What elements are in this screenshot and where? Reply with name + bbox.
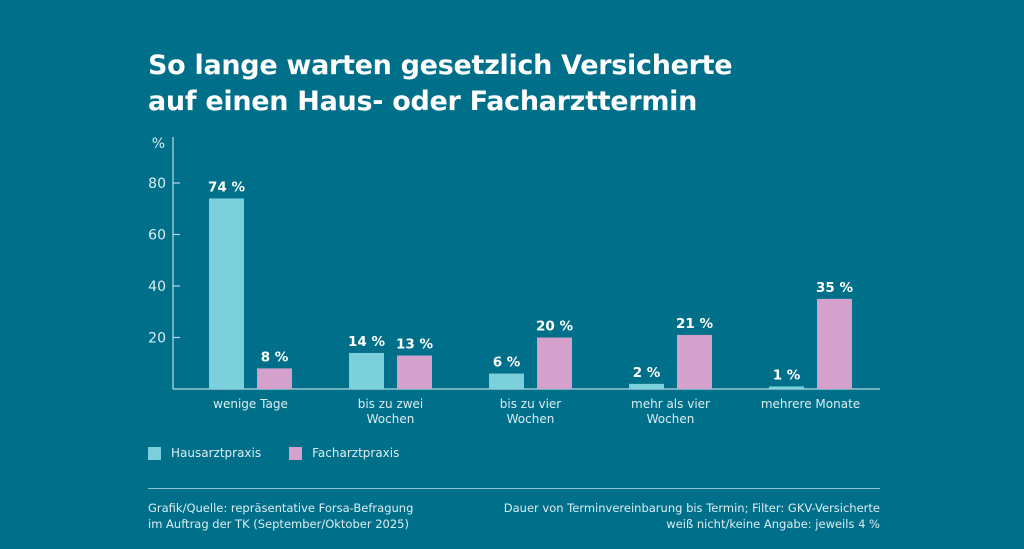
data-label: 8 % xyxy=(261,349,289,365)
bar-hausarztpraxis xyxy=(769,386,804,389)
method-note: Dauer von Terminvereinbarung bis Termin;… xyxy=(504,500,880,532)
category-label: mehr als vier xyxy=(631,397,710,411)
legend: Hausarztpraxis Facharztpraxis xyxy=(148,446,399,460)
legend-item-hausarztpraxis: Hausarztpraxis xyxy=(148,446,261,460)
data-label: 74 % xyxy=(208,179,245,195)
legend-swatch-hausarztpraxis xyxy=(148,446,161,460)
legend-label-facharztpraxis: Facharztpraxis xyxy=(312,446,400,460)
source-line-2: im Auftrag der TK (September/Oktober 202… xyxy=(148,517,409,531)
data-label: 2 % xyxy=(633,365,661,381)
category-label: bis zu zwei xyxy=(358,397,424,411)
data-label: 21 % xyxy=(676,316,713,332)
y-tick-label: 60 xyxy=(148,228,166,244)
data-label: 20 % xyxy=(536,319,573,335)
bar-facharztpraxis xyxy=(817,298,852,389)
category-label: Wochen xyxy=(647,412,695,426)
method-line-1: Dauer von Terminvereinbarung bis Termin;… xyxy=(503,501,880,515)
bar-facharztpraxis xyxy=(537,337,572,389)
data-label: 1 % xyxy=(773,367,801,383)
category-label: wenige Tage xyxy=(213,397,288,411)
bar-hausarztpraxis xyxy=(349,352,384,389)
chart-title: So lange warten gesetzlich Versicherte a… xyxy=(148,48,733,120)
footer-divider xyxy=(148,488,880,489)
y-tick-label: 40 xyxy=(148,279,166,295)
data-label: 14 % xyxy=(348,334,385,350)
bar-facharztpraxis xyxy=(257,368,292,389)
y-tick-label: 20 xyxy=(148,331,166,347)
source-line-1: Grafik/Quelle: repräsentative Forsa-Befr… xyxy=(148,501,414,515)
legend-swatch-facharztpraxis xyxy=(289,446,303,460)
data-label: 35 % xyxy=(816,280,853,296)
y-axis-unit: % xyxy=(152,136,165,152)
legend-item-facharztpraxis: Facharztpraxis xyxy=(289,446,399,460)
y-tick-label: 80 xyxy=(148,176,166,192)
data-label: 13 % xyxy=(396,337,433,353)
bar-hausarztpraxis xyxy=(489,373,524,389)
source-note: Grafik/Quelle: repräsentative Forsa-Befr… xyxy=(148,500,413,532)
category-label: Wochen xyxy=(367,412,415,426)
chart-title-line-2: auf einen Haus- oder Facharzttermin xyxy=(148,86,698,117)
bars xyxy=(209,198,852,389)
legend-label-hausarztpraxis: Hausarztpraxis xyxy=(171,446,262,460)
method-line-2: weiß nicht/keine Angabe: jeweils 4 % xyxy=(666,517,880,531)
chart-title-line-1: So lange warten gesetzlich Versicherte xyxy=(148,50,733,81)
category-label: mehrere Monate xyxy=(761,397,860,411)
bar-facharztpraxis xyxy=(397,355,432,389)
data-label: 6 % xyxy=(493,355,521,371)
axes: % 20 40 60 80 xyxy=(148,136,880,390)
bar-hausarztpraxis xyxy=(209,198,244,389)
category-label: Wochen xyxy=(507,412,555,426)
bar-hausarztpraxis xyxy=(629,383,664,389)
bar-facharztpraxis xyxy=(677,334,712,389)
category-label: bis zu vier xyxy=(500,397,562,411)
